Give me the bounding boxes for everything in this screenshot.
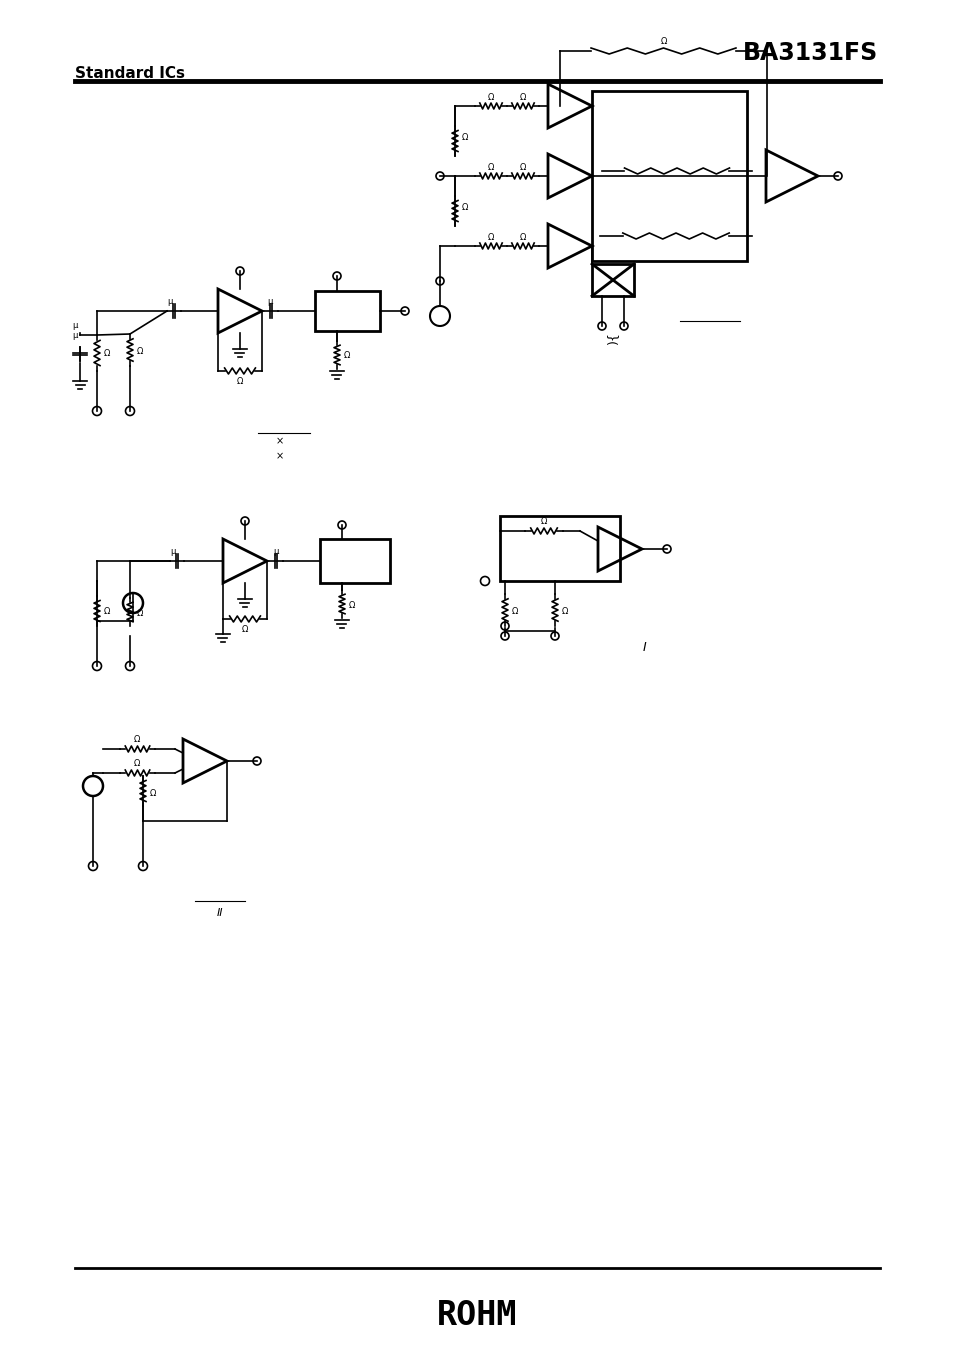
Text: Ω: Ω	[461, 204, 468, 212]
Text: BA3131FS: BA3131FS	[742, 41, 877, 65]
Text: Ω: Ω	[236, 377, 243, 385]
Text: μ: μ	[72, 320, 77, 330]
Text: Ω: Ω	[461, 134, 468, 142]
Text: μ: μ	[167, 297, 172, 307]
Text: ×: ×	[275, 436, 284, 446]
Text: Ω: Ω	[104, 350, 111, 358]
Text: II: II	[216, 908, 223, 917]
Text: Ω: Ω	[136, 346, 143, 355]
Text: Ω: Ω	[519, 162, 526, 172]
Text: μ: μ	[273, 547, 278, 557]
Text: μ: μ	[171, 547, 175, 557]
Bar	[499, 516, 619, 581]
Text: ROHM: ROHM	[436, 1300, 517, 1332]
Text: Ω: Ω	[150, 789, 156, 797]
Bar	[319, 539, 390, 584]
Text: Ω: Ω	[349, 600, 355, 609]
Text: Standard ICs: Standard ICs	[75, 66, 185, 81]
Text: Ω: Ω	[343, 350, 350, 359]
Text: Ω: Ω	[487, 232, 494, 242]
Text: Ω: Ω	[519, 232, 526, 242]
Text: Ω: Ω	[133, 759, 140, 769]
Bar	[592, 91, 746, 261]
Text: Ω: Ω	[511, 607, 517, 616]
Text: Ω: Ω	[540, 517, 547, 527]
Text: I: I	[642, 640, 646, 654]
Text: Ω: Ω	[104, 607, 111, 616]
Bar	[592, 263, 634, 296]
Text: Ω: Ω	[519, 92, 526, 101]
Text: ){: ){	[606, 331, 618, 345]
Text: Ω: Ω	[487, 162, 494, 172]
Text: Ω: Ω	[133, 735, 140, 744]
Text: μ: μ	[72, 331, 77, 340]
Text: Ω: Ω	[659, 36, 666, 46]
Text: ×: ×	[275, 451, 284, 461]
Text: μ: μ	[267, 297, 273, 307]
Text: Ω: Ω	[241, 624, 248, 634]
Bar	[314, 290, 379, 331]
Text: Ω: Ω	[487, 92, 494, 101]
Text: Ω: Ω	[136, 608, 143, 617]
Text: Ω: Ω	[561, 607, 568, 616]
